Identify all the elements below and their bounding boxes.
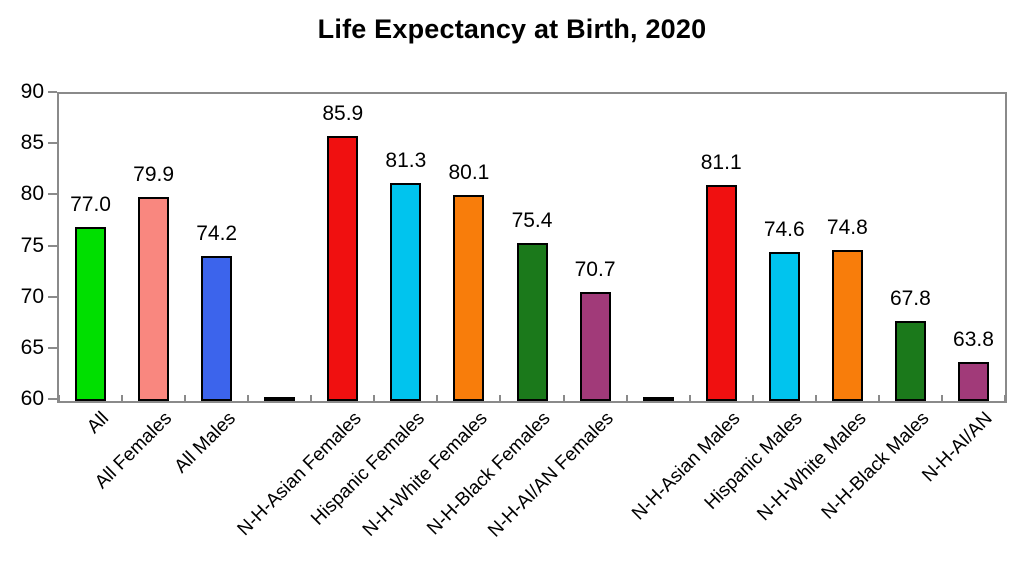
y-axis-tick-label: 70	[20, 284, 44, 308]
x-axis-tick-mark	[940, 395, 943, 401]
bar	[75, 227, 107, 401]
x-axis-tick-mark	[310, 395, 313, 401]
bar	[201, 255, 233, 401]
x-axis-tick-mark	[751, 395, 754, 401]
x-axis-tick-mark	[877, 395, 880, 401]
x-axis-tick-mark	[184, 395, 187, 401]
bar-value-label: 74.6	[763, 217, 805, 241]
y-axis-tick-label: 90	[20, 80, 44, 103]
x-axis-tick-mark	[688, 395, 691, 401]
bar-value-label: 81.3	[385, 149, 427, 173]
y-axis-tick-mark	[48, 346, 57, 349]
bar	[138, 197, 170, 401]
x-axis-label: N-H-AI/AN Females	[484, 408, 618, 542]
x-axis-label: N-H-White Males	[753, 408, 871, 526]
x-axis-tick-mark	[625, 395, 628, 401]
chart-title: Life Expectancy at Birth, 2020	[317, 14, 707, 44]
bar-value-label: 70.7	[574, 257, 616, 281]
y-axis-tick-mark	[48, 142, 57, 145]
spacer-bar	[642, 397, 674, 401]
y-axis-tick-mark	[48, 244, 57, 247]
bar	[957, 362, 989, 401]
bar	[831, 249, 863, 401]
bar-value-label: 63.8	[953, 328, 994, 352]
bar-value-label: 81.1	[700, 151, 742, 175]
bar	[516, 243, 548, 401]
bar	[453, 195, 485, 401]
y-axis-tick-label: 75	[20, 233, 44, 257]
x-axis-tick-mark	[814, 395, 817, 401]
y-axis-tick-label: 65	[20, 335, 44, 359]
bar-value-label: 77.0	[70, 193, 111, 217]
x-axis-label: N-H-Asian Males	[627, 408, 745, 525]
y-axis-tick-mark	[48, 295, 57, 298]
bar-value-label: 74.2	[196, 221, 238, 245]
x-axis-label: All Males	[170, 408, 240, 478]
x-axis-label: Hispanic Females	[307, 408, 429, 530]
plot-area: 77.0 79.9 74.2 85.9 81.3 80.1 75.4 70.7 81.1 74.6…	[57, 92, 1007, 403]
x-axis-tick-mark	[499, 395, 502, 401]
bar-value-label: 80.1	[448, 161, 490, 185]
bar	[579, 291, 611, 401]
x-axis-tick-mark	[247, 395, 250, 401]
x-axis-tick-mark	[373, 395, 376, 401]
x-axis-label: N-H-Black Males	[817, 408, 934, 524]
bar-value-label: 85.9	[322, 101, 364, 125]
bar-value-label: 67.8	[889, 287, 931, 311]
y-axis-tick-label: 60	[20, 387, 44, 410]
bar	[705, 185, 737, 401]
x-axis-tick-mark	[121, 395, 124, 401]
y-axis-tick-label: 85	[20, 131, 44, 155]
x-axis-tick-mark	[436, 395, 439, 401]
x-axis-tick-mark	[58, 395, 60, 401]
y-axis-tick-mark	[48, 91, 57, 93]
y-axis-tick-mark	[48, 193, 57, 196]
x-axis-tick-mark	[1004, 395, 1006, 401]
y-axis-tick-mark	[48, 398, 57, 400]
bar	[768, 251, 800, 401]
y-axis-tick-label: 80	[20, 182, 44, 206]
bar	[327, 135, 359, 401]
bar-value-label: 74.8	[826, 215, 868, 239]
bar	[390, 183, 422, 401]
bar-value-label: 79.9	[133, 163, 175, 187]
x-axis-label: All	[83, 408, 114, 438]
x-axis-tick-mark	[562, 395, 565, 401]
bar-value-label: 75.4	[511, 209, 553, 233]
spacer-bar	[264, 397, 296, 401]
bar	[894, 321, 926, 401]
